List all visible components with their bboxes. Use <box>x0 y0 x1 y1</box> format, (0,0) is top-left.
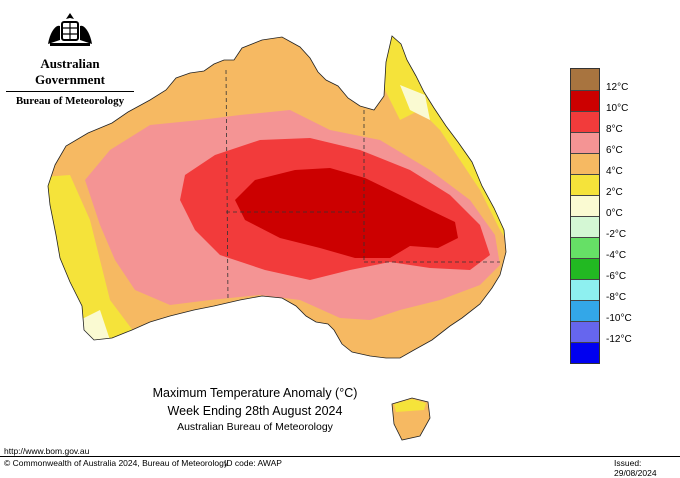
legend-swatch <box>571 300 599 321</box>
legend-label: -2°C <box>606 229 627 240</box>
map-title: Maximum Temperature Anomaly (°C) <box>152 386 358 400</box>
legend-swatch <box>571 153 599 174</box>
legend-swatch <box>571 216 599 237</box>
legend-label: -6°C <box>606 271 627 282</box>
state-borders <box>225 69 500 301</box>
legend-swatch <box>571 132 599 153</box>
coat-of-arms-icon <box>48 13 92 46</box>
legend-label: -4°C <box>606 250 627 261</box>
legend-label: 10°C <box>606 103 629 114</box>
legend-label: 12°C <box>606 82 629 93</box>
footer-id-code: ID code: AWAP <box>224 458 282 468</box>
legend-swatch <box>571 258 599 279</box>
anomaly-10c-region <box>235 168 458 258</box>
legend-swatch <box>571 279 599 300</box>
color-legend <box>570 68 600 364</box>
legend-label: -10°C <box>606 313 632 324</box>
government-name: Australian Government <box>34 56 106 87</box>
map-source: Australian Bureau of Meteorology <box>177 421 333 433</box>
legend-label: 6°C <box>606 145 623 156</box>
footer-issued: Issued: 29/08/2024 <box>614 458 657 478</box>
legend-label: 8°C <box>606 124 623 135</box>
legend-swatch <box>571 69 599 90</box>
footer-copyright: © Commonwealth of Australia 2024, Bureau… <box>4 458 229 468</box>
legend-label: -8°C <box>606 292 627 303</box>
legend-swatch <box>571 90 599 111</box>
legend-label: -12°C <box>606 334 632 345</box>
pale-northeast <box>400 85 430 120</box>
footer-divider <box>0 456 680 457</box>
map-period: Week Ending 28th August 2024 <box>167 404 343 418</box>
legend-label: 4°C <box>606 166 623 177</box>
legend-label: 2°C <box>606 187 623 198</box>
tasmania-yellow-north <box>394 399 426 412</box>
coast-yellow-west <box>48 175 140 358</box>
legend-label: 0°C <box>606 208 623 219</box>
coastline <box>47 35 507 359</box>
legend-swatch <box>571 237 599 258</box>
legend-swatch <box>571 195 599 216</box>
legend-swatch <box>571 174 599 195</box>
legend-swatch <box>571 111 599 132</box>
footer-url[interactable]: http://www.bom.gov.au <box>4 446 90 456</box>
legend-swatch <box>571 342 599 363</box>
legend-swatch <box>571 321 599 342</box>
bom-logo: Australian Government Bureau of Meteorol… <box>6 10 134 107</box>
anomaly-map <box>47 35 507 441</box>
bureau-name: Bureau of Meteorology <box>6 91 134 107</box>
